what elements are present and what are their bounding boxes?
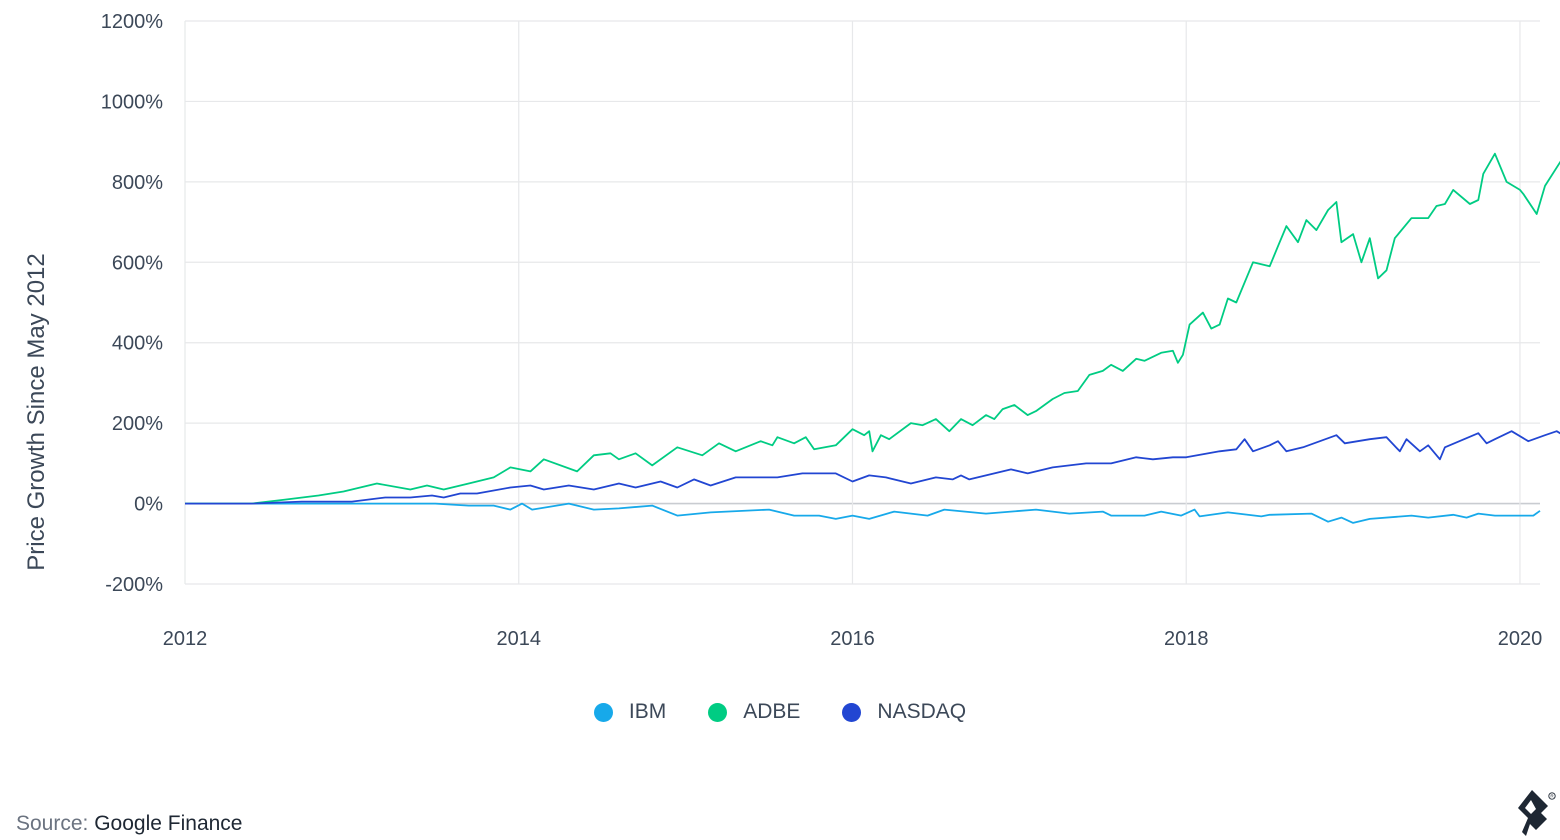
source-name: Google Finance	[94, 812, 243, 835]
legend-marker-icon	[593, 702, 613, 722]
series-line-nasdaq	[185, 430, 1560, 505]
toptal-logo-icon: R	[1518, 790, 1556, 836]
x-tick-label: 2020	[1498, 628, 1543, 650]
x-tick-label: 2016	[830, 628, 875, 650]
series-line-ibm	[185, 502, 1541, 524]
y-tick-label: -200%	[105, 574, 163, 596]
x-tick-label: 2018	[1164, 628, 1209, 650]
y-tick-label: 1000%	[101, 91, 163, 113]
series-lines	[185, 152, 1560, 524]
source-note: Source: Google Finance	[16, 812, 242, 836]
x-tick-label: 2012	[163, 628, 208, 650]
y-tick-label: 800%	[112, 172, 163, 194]
y-axis-ticks: -200% 0% 200% 400% 600% 800% 1000% 1200%	[101, 11, 163, 596]
y-tick-label: 0%	[134, 494, 163, 516]
legend-item-nasdaq: NASDAQ	[842, 700, 966, 724]
legend-item-ibm: IBM	[593, 700, 667, 724]
y-axis-label: Price Growth Since May 2012	[23, 253, 50, 570]
legend-marker-icon	[708, 702, 728, 722]
series-line-adbe	[185, 152, 1560, 505]
y-tick-label: 400%	[112, 333, 163, 355]
legend-label: ADBE	[743, 700, 801, 723]
y-tick-label: 1200%	[101, 11, 163, 33]
grid-lines	[184, 20, 1540, 585]
y-tick-label: 200%	[112, 413, 163, 435]
legend: IBM ADBE NASDAQ	[0, 700, 1560, 724]
y-tick-label: 600%	[112, 252, 163, 274]
svg-text:R: R	[1550, 794, 1554, 799]
legend-item-adbe: ADBE	[708, 700, 800, 724]
line-chart: -200%0%200%400%600%800%1000%1200% 2012 20…	[23, 11, 1560, 650]
source-label: Source:	[16, 812, 89, 835]
legend-label: NASDAQ	[877, 700, 967, 723]
legend-marker-icon	[842, 702, 862, 722]
x-axis-ticks: 2012 2014 2016 2018 2020	[163, 628, 1542, 650]
x-tick-label: 2014	[496, 628, 541, 650]
legend-label: IBM	[628, 700, 667, 723]
